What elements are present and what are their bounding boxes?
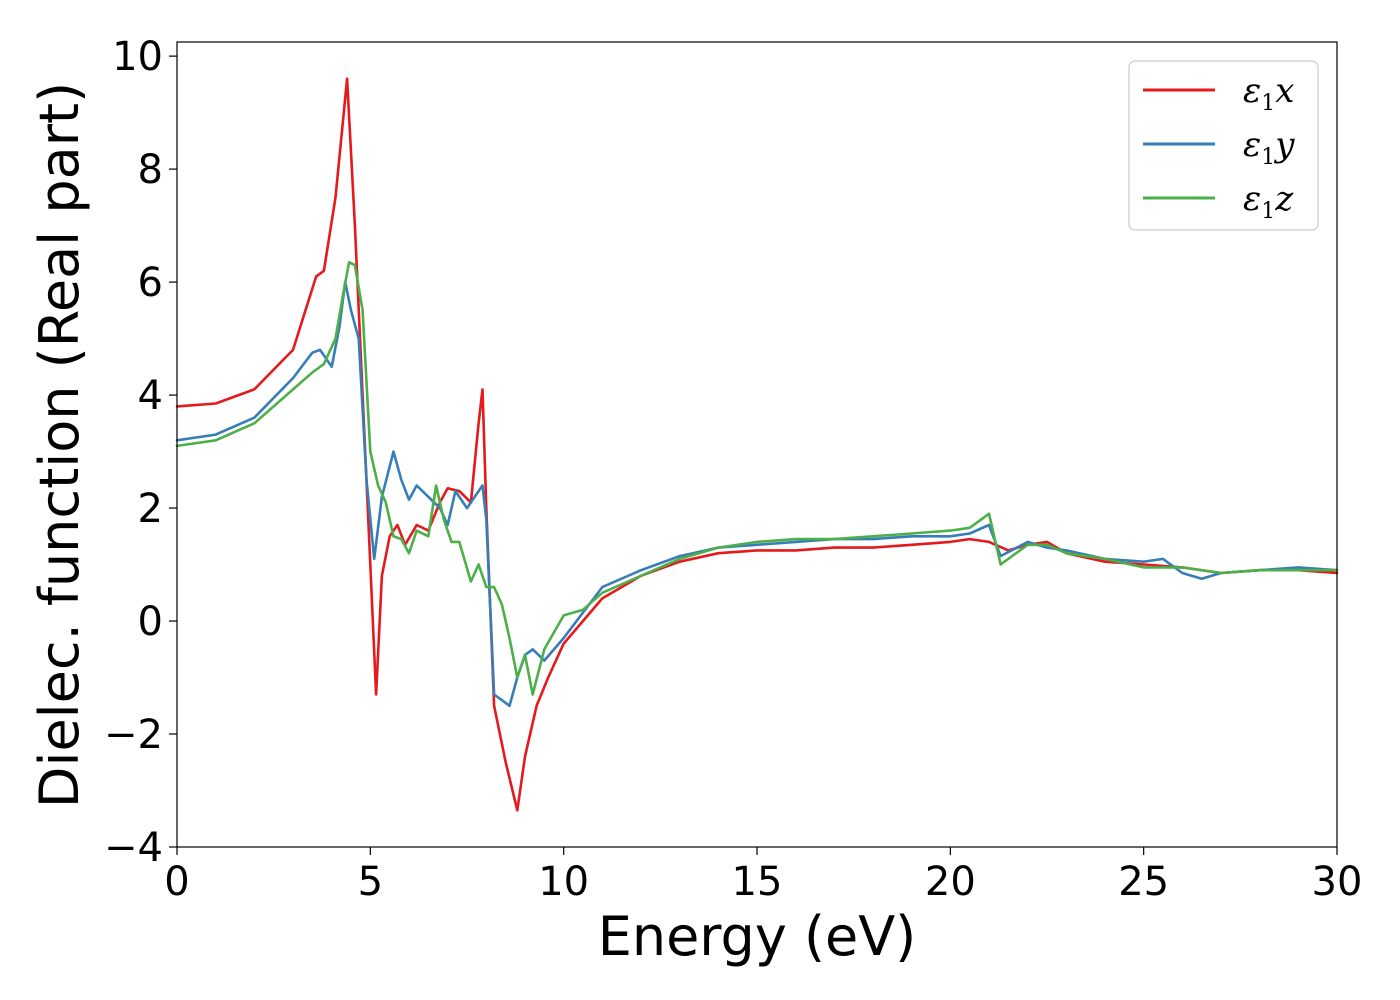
y-tick-label: 6 <box>138 260 163 306</box>
y-tick-label: 2 <box>138 486 163 532</box>
legend: ε1x ε1y ε1z <box>1128 60 1319 231</box>
series-layer <box>175 77 1339 812</box>
x-axis-title: Energy (eV) <box>598 905 917 968</box>
legend-label-1: ε1x <box>1243 71 1294 116</box>
y-tick-label: 10 <box>112 34 163 80</box>
x-tick-label: 25 <box>1118 859 1169 905</box>
legend-label-3: ε1z <box>1243 179 1294 224</box>
x-tick-label: 10 <box>538 859 589 905</box>
series-line-3 <box>175 261 1339 696</box>
legend-box <box>1128 60 1319 231</box>
x-tick-label: 0 <box>164 859 189 905</box>
ticks-layer: 0 5 10 15 20 25 30 −4 −2 0 2 4 6 8 10 <box>104 34 1362 905</box>
x-tick-label: 20 <box>925 859 976 905</box>
x-tick-label: 15 <box>732 859 783 905</box>
y-tick-label: −2 <box>104 712 163 758</box>
legend-label-2: ε1y <box>1243 125 1295 170</box>
y-axis-title: Dielec. function (Real part) <box>28 82 91 808</box>
y-tick-label: −4 <box>104 825 163 871</box>
x-tick-label: 5 <box>358 859 383 905</box>
x-tick-label: 30 <box>1312 859 1363 905</box>
y-tick-label: 4 <box>138 373 163 419</box>
y-tick-label: 8 <box>138 147 163 193</box>
y-tick-label: 0 <box>138 599 163 645</box>
